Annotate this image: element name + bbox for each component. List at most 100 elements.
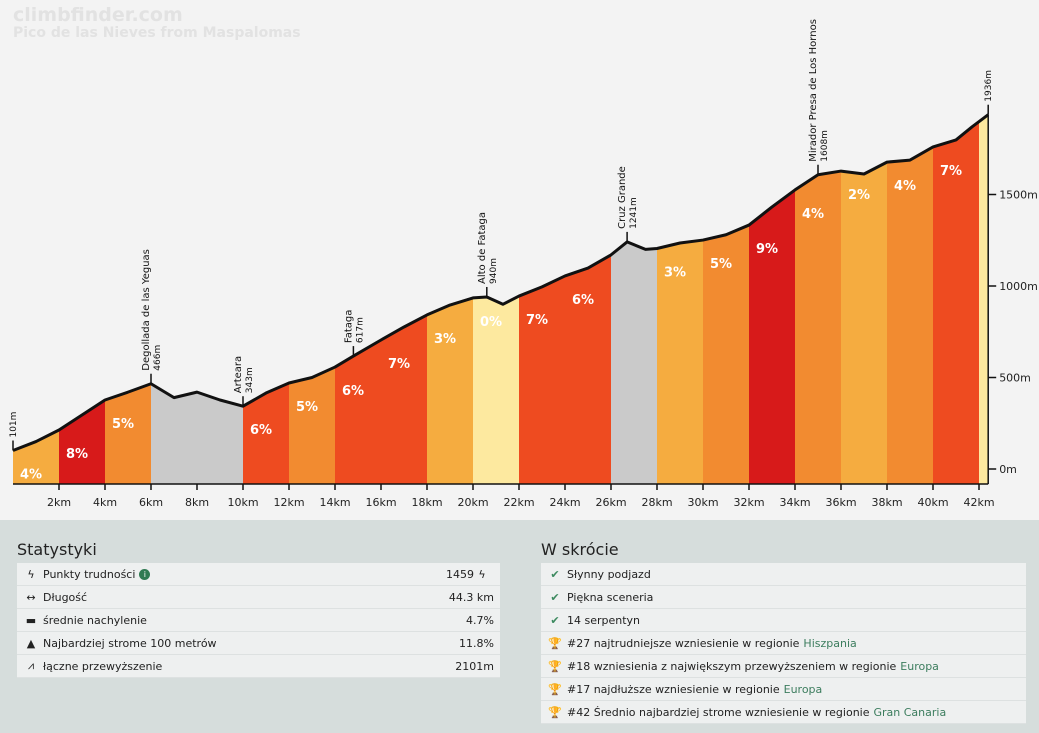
gradient-segment — [473, 296, 519, 484]
gradient-segment — [381, 314, 427, 484]
y-tick-label: 0m — [999, 463, 1017, 476]
gradient-label: 7% — [388, 357, 410, 372]
annotation: Cruz Grande 1241m — [617, 166, 639, 229]
annotation: 101m — [9, 412, 19, 438]
x-tick-label: 2km — [47, 496, 71, 509]
x-tick-label: 20km — [457, 496, 488, 509]
stat-value: 2101m — [455, 659, 494, 673]
gradient-segment — [427, 297, 473, 484]
summary-item: 🏆 #18 wzniesienia z największym przewyższ… — [541, 655, 1026, 678]
region-link[interactable]: Gran Canaria — [873, 705, 947, 719]
x-tick-label: 4km — [93, 496, 117, 509]
stat-label: Najbardziej strome 100 metrów — [43, 636, 217, 650]
stat-value: 11.8% — [459, 636, 494, 650]
elevation-profile-chart: 4% 8% 5% 6% 5% 6% 7% 3% 0% 7% 6% 3% 5% 9% 4% 2% 4% 7% 2km 4… — [9, 19, 1038, 509]
annotation: Mirador Presa de Los Hornos 1608m — [808, 19, 830, 162]
annotation-elevation: 1241m — [629, 197, 639, 229]
region-link[interactable]: Hiszpania — [803, 636, 857, 650]
stats-table: ϟ Punkty trudności i 1459 ϟ ↔ Długość 44.3 km ▬ ś… — [17, 563, 500, 678]
info-section: Statystyki ϟ Punkty trudności i 1459 ϟ ↔ Długo… — [0, 520, 1039, 733]
stat-row: ▬ średnie nachylenie 4.7% — [17, 609, 500, 632]
stat-label: średnie nachylenie — [43, 613, 147, 627]
stat-label: łączne przewyższenie — [43, 659, 163, 673]
annotation-name: Fataga — [343, 310, 354, 344]
summary-list: ✔ Słynny podjazd ✔ Piękna sceneria ✔ 14 serpe… — [541, 563, 1026, 724]
gradient-segment — [749, 189, 795, 485]
gradient-label: 6% — [572, 293, 594, 308]
summary-text: 14 serpentyn — [567, 613, 641, 627]
x-tick-label: 26km — [595, 496, 626, 509]
region-link[interactable]: Europa — [900, 659, 939, 673]
gradient-segment — [519, 275, 565, 484]
annotation-elevation: 1608m — [820, 130, 830, 162]
stat-row: ▲ Najbardziej strome 100 metrów 11.8% — [17, 632, 500, 655]
annotation: Alto de Fataga 940m — [477, 212, 499, 284]
gradient-label: 6% — [342, 384, 364, 399]
gradient-label: 9% — [756, 242, 778, 257]
gradient-label: 4% — [894, 179, 916, 194]
annotation: Arteara 343m — [233, 356, 255, 393]
annotation-elevation: 617m — [355, 317, 365, 343]
x-tick-label: 40km — [917, 496, 948, 509]
summary-text: #42 Średnio najbardziej strome wzniesien… — [567, 705, 870, 719]
summary-item: 🏆 #17 najdłuższe wzniesienie w regionie Eu… — [541, 678, 1026, 701]
x-tick-label: 12km — [273, 496, 304, 509]
annotation: 1936m — [984, 70, 994, 102]
summary-item: 🏆 #27 najtrudniejsze wzniesienie w region… — [541, 632, 1026, 655]
gradient-label: 2% — [848, 188, 870, 203]
annotation-name: Mirador Presa de Los Hornos — [808, 19, 819, 162]
gradient-label: 6% — [250, 423, 272, 438]
gradient-segment — [657, 240, 703, 484]
chart-area: climbfinder.com Pico de las Nieves from … — [9, 5, 1038, 509]
x-tick-label: 6km — [139, 496, 163, 509]
summary-text: Piękna sceneria — [567, 590, 654, 604]
annotation-name: Degollada de las Yeguas — [141, 249, 152, 371]
annotation-name: Alto de Fataga — [477, 212, 488, 284]
annotation: Degollada de las Yeguas 466m — [141, 249, 163, 371]
x-tick-label: 30km — [687, 496, 718, 509]
gradient-segment — [59, 400, 105, 484]
gradient-segment — [841, 162, 887, 484]
gradient-segment — [933, 121, 979, 485]
summary-item: ✔ Piękna sceneria — [541, 586, 1026, 609]
x-tick-label: 14km — [319, 496, 350, 509]
ruler-icon: ▬ — [25, 613, 37, 627]
y-tick-label: 1000m — [999, 280, 1038, 293]
info-icon[interactable]: i — [139, 568, 151, 580]
annotation-elevation: 940m — [489, 258, 499, 284]
check-icon: ✔ — [550, 590, 560, 604]
x-tick-label: 28km — [641, 496, 672, 509]
summary-text: #18 wzniesienia z największym przewyższe… — [567, 659, 897, 673]
gradient-segment — [887, 146, 933, 485]
x-tick-label: 32km — [733, 496, 764, 509]
gradient-label: 7% — [526, 313, 548, 328]
x-tick-label: 36km — [825, 496, 856, 509]
annotation-name: Arteara — [233, 356, 244, 393]
trophy-icon: 🏆 — [548, 682, 562, 696]
gradient-label: 8% — [66, 447, 88, 462]
summary-text: #17 najdłuższe wzniesienie w regionie — [567, 682, 780, 696]
gradient-label: 7% — [940, 164, 962, 179]
gradient-segment — [979, 114, 989, 484]
stat-row: ↔ Długość 44.3 km — [17, 586, 500, 609]
summary-text: #27 najtrudniejsze wzniesienie w regioni… — [567, 636, 800, 650]
summary-item: ✔ Słynny podjazd — [541, 563, 1026, 586]
gradient-label: 4% — [802, 207, 824, 222]
trophy-icon: 🏆 — [548, 705, 562, 719]
stat-value: 1459 — [446, 567, 474, 581]
y-tick-label: 500m — [999, 372, 1031, 385]
gradient-label: 5% — [710, 257, 732, 272]
gradient-segment — [335, 339, 381, 484]
warning-icon: ▲ — [26, 636, 36, 650]
gradient-segment — [703, 225, 749, 484]
stat-value: 4.7% — [466, 613, 494, 627]
x-tick-label: 8km — [185, 496, 209, 509]
gradient-label: 5% — [296, 400, 318, 415]
arrows-horizontal-icon: ↔ — [26, 590, 36, 604]
x-tick-label: 34km — [779, 496, 810, 509]
trophy-icon: 🏆 — [548, 659, 562, 673]
profile-line — [12, 113, 990, 452]
summary-item: ✔ 14 serpentyn — [541, 609, 1026, 632]
region-link[interactable]: Europa — [783, 682, 823, 696]
gradient-segment — [565, 254, 611, 484]
